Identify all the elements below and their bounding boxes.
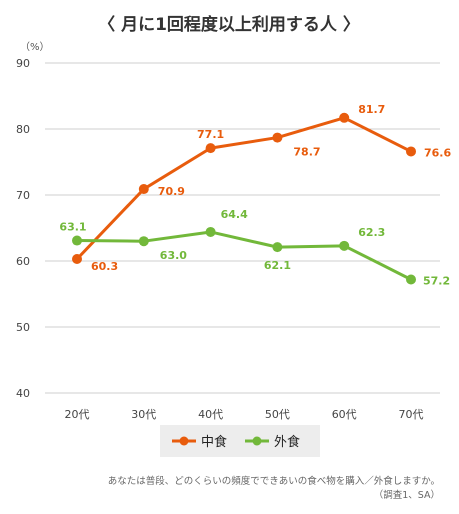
series-line-0 [75, 116, 412, 261]
x-tick-2: 40代 [198, 408, 223, 421]
point-0-1 [138, 184, 149, 195]
y-tick-40: 40 [16, 387, 30, 400]
grid-lines [45, 62, 440, 394]
point-0-4 [339, 112, 350, 123]
point-0-5 [406, 146, 416, 157]
x-tick-labels: 20代 30代 40代 50代 60代 70代 [65, 408, 424, 421]
series-layer [72, 112, 416, 285]
x-tick-3: 50代 [265, 408, 290, 421]
y-tick-80: 80 [16, 123, 30, 136]
point-1-1 [138, 236, 149, 247]
point-1-5 [406, 274, 416, 285]
x-tick-1: 30代 [131, 408, 156, 421]
point-1-4 [339, 240, 350, 251]
y-tick-50: 50 [16, 321, 30, 334]
point-1-2 [205, 226, 216, 237]
legend-label-1: 外食 [274, 434, 300, 450]
point-0-2 [205, 143, 216, 154]
data-label-1-3: 62.1 [264, 259, 291, 272]
data-label-0-2: 77.1 [197, 128, 224, 141]
data-label-0-4: 81.7 [358, 103, 385, 116]
series-line-1 [76, 230, 412, 281]
note-question: あなたは普段、どのくらいの頻度でできあいの食べ物を購入／外食しますか。 [108, 475, 440, 487]
y-tick-labels: 40 50 60 70 80 90 [16, 57, 30, 400]
data-label-1-5: 57.2 [423, 274, 450, 287]
x-tick-5: 70代 [399, 408, 424, 421]
data-labels: 60.3 70.9 77.1 78.7 81.7 76.6 63.1 63.0 64.4 62.1… [59, 103, 451, 288]
point-0-0 [72, 254, 82, 265]
data-label-1-0: 63.1 [59, 221, 86, 234]
data-label-0-3: 78.7 [293, 146, 320, 159]
note-survey: （調査1、SA） [374, 489, 440, 501]
data-label-1-1: 63.0 [160, 249, 187, 262]
point-1-3 [272, 242, 283, 253]
x-tick-0: 20代 [65, 408, 90, 421]
y-tick-70: 70 [16, 189, 30, 202]
data-label-1-4: 62.3 [358, 226, 385, 239]
legend-label-0: 中食 [201, 434, 227, 450]
data-label-0-0: 60.3 [91, 260, 118, 273]
point-1-0 [72, 235, 82, 246]
point-0-3 [272, 132, 283, 143]
data-label-0-5: 76.6 [424, 146, 451, 159]
y-axis-unit: （%） [20, 41, 50, 53]
x-tick-4: 60代 [332, 408, 357, 421]
legend-marker-0 [179, 436, 189, 446]
y-tick-90: 90 [16, 57, 30, 70]
chart-title: 〈 月に1回程度以上利用する人 〉 [98, 14, 360, 35]
data-label-1-2: 64.4 [221, 208, 248, 221]
data-label-0-1: 70.9 [158, 185, 185, 198]
legend-marker-1 [252, 436, 262, 446]
legend: 中食 外食 [172, 434, 300, 450]
y-tick-60: 60 [16, 255, 30, 268]
